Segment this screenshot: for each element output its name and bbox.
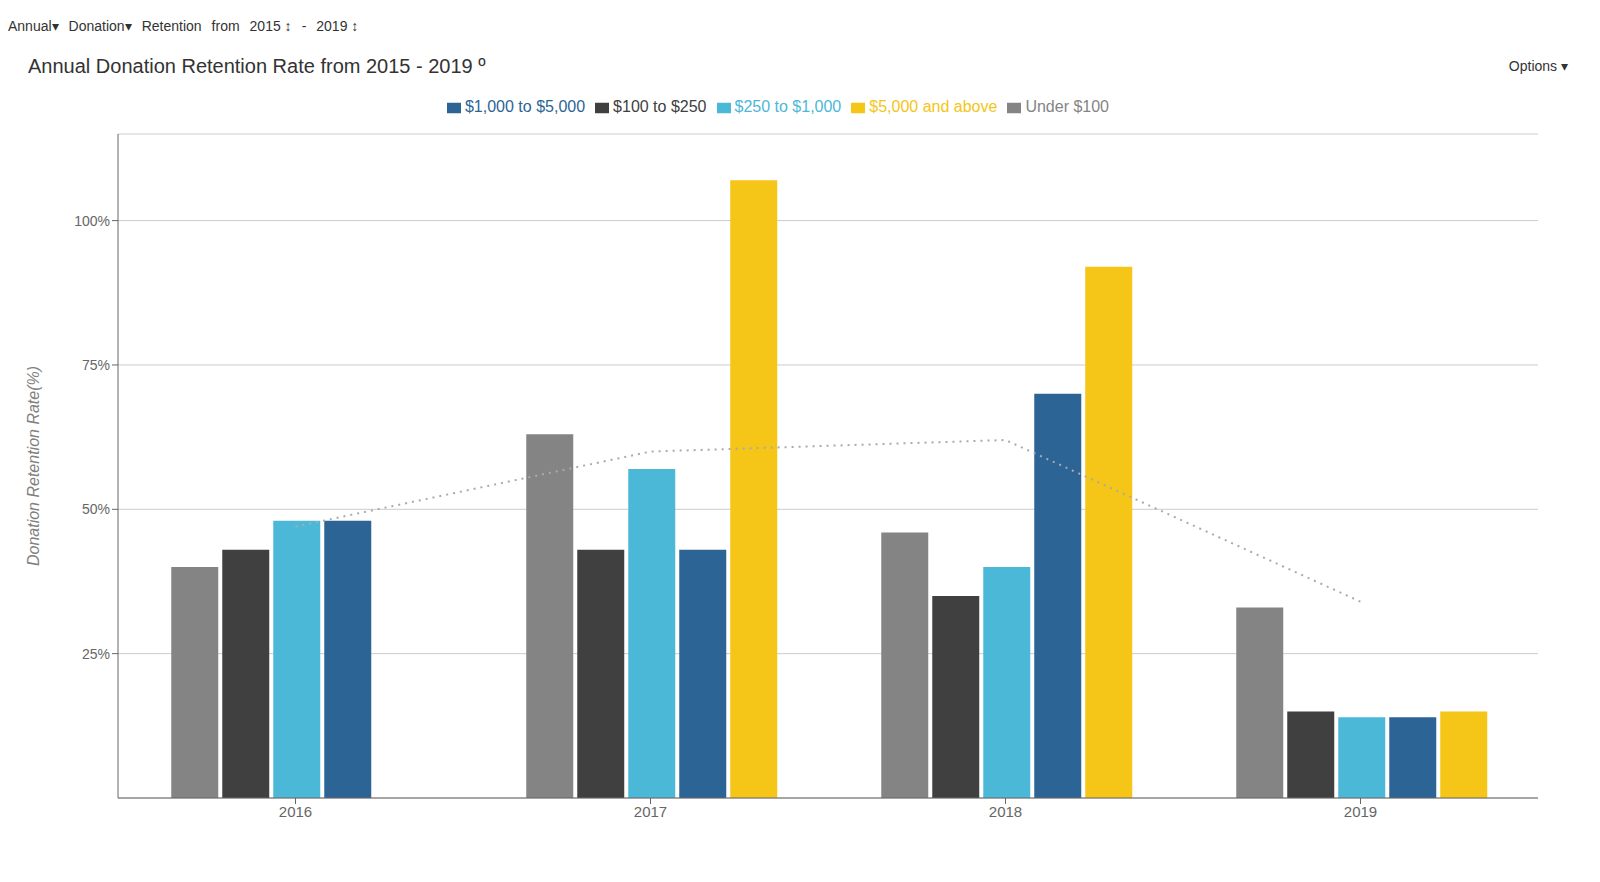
html-text:Under $100: Under $100 — [1025, 98, 1109, 115]
svg-text:2018: 2018 — [989, 803, 1022, 820]
html-text:Retention: Retention — [141, 18, 202, 34]
html-text:Options ▾: Options ▾ — [1508, 58, 1568, 74]
html-text:$5,000 and above: $5,000 and above — [869, 98, 998, 115]
html-text:2015 ↕: 2015 ↕ — [249, 18, 292, 34]
html-text:from: from — [211, 18, 240, 34]
svg-text:2017: 2017 — [634, 803, 667, 820]
html-text:Annual Donation Retention Rate: Annual Donation Retention Rate from 2015… — [28, 54, 486, 77]
html-text:Donation▾: Donation▾ — [68, 18, 132, 34]
svg-text:Donation Retention Rate(%): Donation Retention Rate(%) — [25, 366, 42, 566]
html-text:$1,000 to $5,000: $1,000 to $5,000 — [465, 98, 586, 115]
html-text:$100 to $250: $100 to $250 — [613, 98, 707, 115]
svg-text:2019: 2019 — [1344, 803, 1377, 820]
html-text:2019 ↕: 2019 ↕ — [316, 18, 359, 34]
svg-text:2016: 2016 — [279, 803, 312, 820]
html-text:Annual▾: Annual▾ — [8, 18, 59, 34]
svg-text:100%: 100% — [74, 213, 110, 229]
svg-text:75%: 75% — [82, 357, 110, 373]
svg-text:50%: 50% — [82, 501, 110, 517]
html-text:$250 to $1,000: $250 to $1,000 — [734, 98, 842, 115]
svg-text:25%: 25% — [82, 646, 110, 662]
